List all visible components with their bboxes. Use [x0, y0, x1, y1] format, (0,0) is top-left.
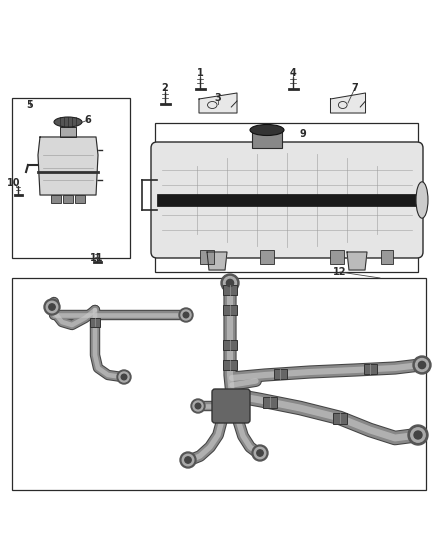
- Circle shape: [418, 361, 426, 369]
- Ellipse shape: [250, 125, 284, 135]
- Bar: [90, 318, 100, 327]
- Bar: [200, 250, 214, 264]
- Text: 9: 9: [299, 129, 306, 139]
- Circle shape: [413, 356, 431, 374]
- Circle shape: [49, 304, 55, 310]
- Text: 1: 1: [197, 68, 203, 78]
- Circle shape: [182, 454, 194, 466]
- Text: 5: 5: [27, 100, 33, 110]
- Circle shape: [254, 447, 266, 459]
- Polygon shape: [331, 93, 365, 113]
- Circle shape: [195, 403, 201, 409]
- Bar: [155, 123, 418, 272]
- Text: 9: 9: [277, 140, 283, 150]
- Bar: [252, 130, 282, 148]
- Circle shape: [191, 399, 205, 413]
- Bar: [60, 127, 76, 137]
- Bar: [157, 194, 417, 206]
- Bar: [51, 195, 61, 203]
- Circle shape: [411, 428, 425, 442]
- Bar: [330, 250, 344, 264]
- Circle shape: [408, 425, 428, 445]
- Bar: [274, 369, 287, 379]
- Text: 8: 8: [406, 150, 413, 160]
- Bar: [223, 305, 237, 315]
- Circle shape: [46, 301, 58, 313]
- Circle shape: [181, 310, 191, 320]
- Polygon shape: [347, 252, 367, 270]
- Circle shape: [119, 372, 129, 382]
- Bar: [381, 250, 393, 264]
- FancyBboxPatch shape: [151, 142, 423, 258]
- Polygon shape: [38, 137, 98, 195]
- Circle shape: [252, 445, 268, 461]
- Polygon shape: [207, 252, 227, 270]
- Text: 3: 3: [215, 93, 221, 103]
- Bar: [260, 250, 274, 264]
- Text: 11: 11: [90, 253, 104, 263]
- Text: 6: 6: [85, 115, 92, 125]
- Ellipse shape: [54, 117, 82, 127]
- Circle shape: [257, 450, 263, 456]
- Bar: [263, 397, 277, 408]
- Circle shape: [121, 374, 127, 380]
- Polygon shape: [199, 93, 237, 113]
- Bar: [364, 364, 377, 374]
- Text: 2: 2: [162, 83, 168, 93]
- Circle shape: [185, 457, 191, 463]
- Bar: [63, 195, 73, 203]
- Circle shape: [414, 431, 422, 439]
- Text: 10: 10: [7, 178, 21, 188]
- Bar: [75, 195, 85, 203]
- Circle shape: [221, 274, 239, 292]
- Circle shape: [180, 452, 196, 468]
- Circle shape: [183, 312, 189, 318]
- Circle shape: [117, 370, 131, 384]
- Circle shape: [44, 299, 60, 315]
- FancyBboxPatch shape: [212, 389, 250, 423]
- Text: 12: 12: [333, 267, 347, 277]
- Bar: [12, 98, 130, 258]
- Circle shape: [226, 279, 233, 287]
- Bar: [12, 278, 426, 490]
- Circle shape: [223, 277, 237, 289]
- Circle shape: [193, 401, 203, 411]
- Bar: [223, 285, 237, 295]
- Bar: [333, 413, 347, 424]
- Bar: [223, 340, 237, 350]
- Bar: [223, 360, 237, 370]
- Circle shape: [179, 308, 193, 322]
- Circle shape: [416, 359, 428, 372]
- Ellipse shape: [416, 182, 428, 218]
- Text: 4: 4: [290, 68, 297, 78]
- Text: 7: 7: [352, 83, 358, 93]
